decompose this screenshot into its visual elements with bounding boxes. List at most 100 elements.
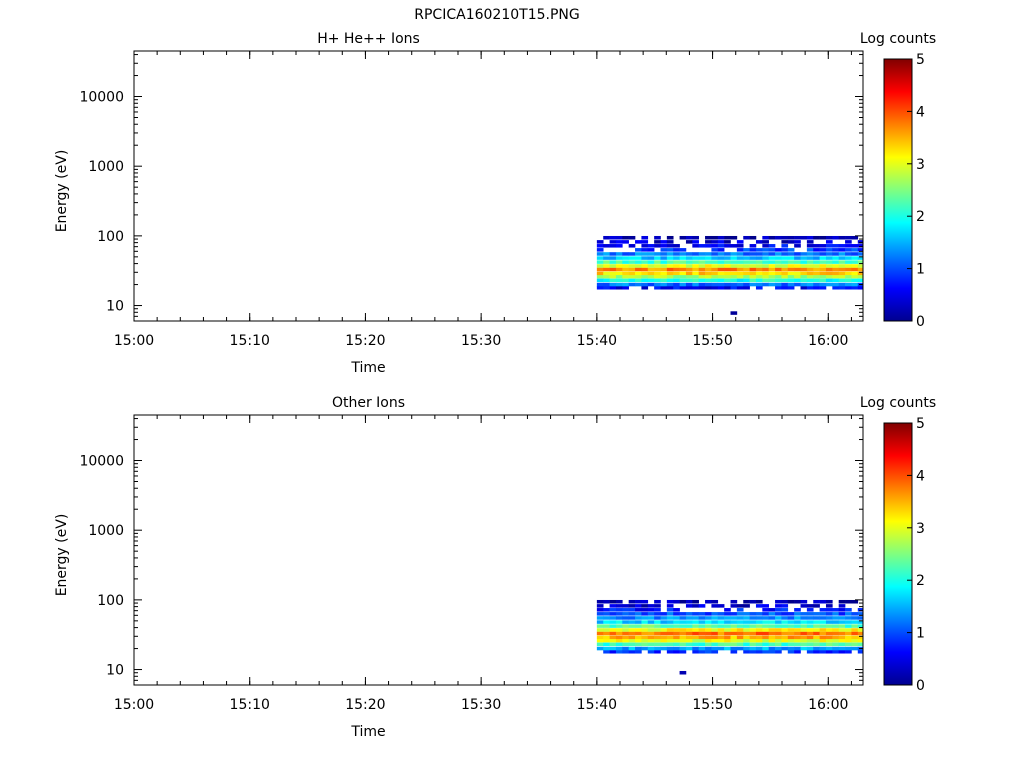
spectrogram-cell	[622, 240, 629, 244]
spectrogram-cell	[635, 599, 642, 604]
spectrogram-cell	[692, 244, 699, 248]
spectrogram-cell	[679, 631, 687, 636]
spectrogram-cell	[743, 278, 750, 283]
spectrogram-cell	[755, 620, 763, 624]
spectrogram-cell	[857, 267, 864, 272]
spectrogram-cell	[794, 240, 801, 244]
spectrogram-cell	[705, 620, 712, 624]
spectrogram-cell	[698, 274, 706, 279]
spectrogram-cell	[660, 282, 668, 287]
spectrogram-cell	[813, 624, 820, 628]
spectrogram-cell	[736, 646, 744, 651]
spectrogram-cell	[743, 620, 750, 624]
spectrogram-cell	[685, 631, 693, 636]
spectrogram-cell	[819, 638, 827, 643]
spectrogram-cell	[755, 271, 763, 276]
spectrogram-cell	[832, 244, 839, 248]
spectrogram-cell	[641, 642, 649, 647]
spectrogram-cell	[660, 620, 668, 624]
plot-frame	[133, 414, 864, 686]
spectrogram-cell	[711, 649, 719, 654]
spectrogram-cell	[825, 620, 833, 624]
spectrogram-cell	[635, 628, 642, 632]
spectrogram-cell	[787, 624, 795, 628]
spectrogram-cell	[762, 624, 769, 628]
spectrogram-cell	[800, 267, 808, 272]
spectrogram-cell	[673, 642, 680, 647]
spectrogram-cell	[806, 631, 814, 636]
y-tick-label: 10000	[79, 454, 124, 470]
spectrogram-cell	[787, 235, 795, 240]
spectrogram-cell	[596, 638, 604, 643]
spectrogram-cell	[832, 235, 839, 240]
spectrogram-cell	[603, 608, 610, 612]
spectrogram-cell	[596, 612, 604, 616]
spectrogram-cell	[603, 274, 610, 279]
spectrogram-cell	[730, 264, 738, 268]
spectrogram-cell	[768, 260, 776, 264]
spectrogram-cell	[724, 635, 731, 640]
spectrogram-cell	[736, 252, 744, 256]
spectrogram-cell	[705, 252, 712, 256]
spectrogram-cell	[857, 248, 864, 252]
spectrogram-cell	[666, 616, 674, 620]
spectrogram-cell	[768, 624, 776, 628]
spectrogram-cell	[705, 235, 712, 240]
spectrogram-cell	[749, 646, 757, 651]
spectrogram-cell	[832, 274, 839, 279]
spectrogram-cell	[641, 646, 649, 651]
spectrogram-cell	[596, 240, 604, 244]
spectrogram-cell	[660, 274, 668, 279]
x-tick-label: 15:20	[345, 333, 385, 349]
spectrogram-cell	[813, 282, 820, 287]
spectrogram-cell	[641, 240, 649, 244]
spectrogram-cell	[673, 646, 680, 651]
spectrogram-cell	[781, 278, 789, 283]
spectrogram-cell	[794, 278, 801, 283]
spectrogram-cell	[641, 608, 649, 612]
spectrogram-cell	[813, 260, 820, 264]
spectrogram-cell	[609, 649, 617, 654]
spectrogram-cell	[800, 264, 808, 268]
spectrogram-cell	[635, 274, 642, 279]
spectrogram-cell	[736, 271, 744, 276]
spectrogram-cell	[775, 252, 782, 256]
spectrogram-cell	[775, 260, 782, 264]
spectrogram-cell	[749, 616, 757, 620]
spectrogram-cell	[692, 616, 699, 620]
spectrogram-cell	[845, 244, 852, 248]
spectrogram-cell	[724, 646, 731, 651]
colorbar-scale	[883, 422, 913, 686]
spectrogram-cell	[635, 252, 642, 256]
spectrogram-cell	[743, 638, 750, 643]
spectrogram-cell	[825, 278, 833, 283]
spectrogram-cell	[641, 285, 649, 290]
spectrogram-cell	[857, 608, 864, 612]
spectrogram-cell	[654, 638, 661, 643]
spectrogram-cell	[705, 282, 712, 287]
spectrogram-cell	[641, 631, 649, 636]
spectrogram-cell	[596, 244, 604, 248]
spectrogram-cell	[654, 624, 661, 628]
spectrogram-cell	[705, 624, 712, 628]
spectrogram-cell	[692, 235, 699, 240]
spectrogram-cell	[806, 271, 814, 276]
spectrogram-cell	[762, 620, 769, 624]
spectrogram-cell	[781, 274, 789, 279]
spectrogram-cell	[736, 278, 744, 283]
spectrogram-cell	[628, 646, 636, 651]
colorbar-tick-label: 5	[916, 416, 925, 432]
spectrogram-cell	[845, 256, 852, 260]
spectrogram-cell	[609, 278, 617, 283]
spectrogram-cell	[736, 631, 744, 636]
spectrogram-cell	[666, 635, 674, 640]
panel-title: H+ He++ Ions	[317, 31, 420, 47]
spectrogram-cell	[832, 631, 839, 636]
spectrogram-cell	[698, 282, 706, 287]
spectrogram-cell	[635, 620, 642, 624]
colorbar-tick-label: 1	[916, 626, 925, 642]
spectrogram-cell	[762, 264, 769, 268]
spectrogram-cell	[755, 252, 763, 256]
spectrogram-cell	[647, 649, 655, 654]
spectrogram-cell	[692, 260, 699, 264]
